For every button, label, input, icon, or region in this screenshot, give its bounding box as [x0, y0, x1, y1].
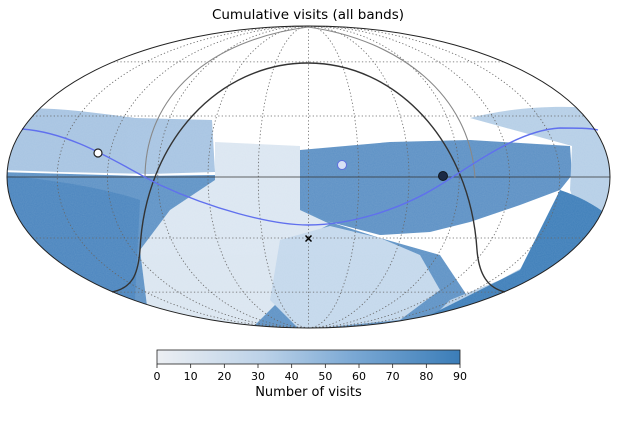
- chart-title: Cumulative visits (all bands): [212, 7, 404, 23]
- colorbar-gradient: [156, 349, 461, 365]
- colorbar: 0 10 20 30 40 50 60 70 80 90 Number of visits: [154, 349, 467, 400]
- meridian-line: [107, 26, 309, 328]
- colorbar-tick-label: 60: [352, 370, 366, 383]
- zenith-marker: [304, 234, 313, 243]
- colorbar-label: Number of visits: [255, 385, 362, 400]
- colorbar-tick-label: 30: [251, 370, 265, 383]
- colorbar-tick-label: 80: [419, 370, 433, 383]
- galactic-plane-curve: [111, 62, 506, 293]
- colorbar-tick-label: 90: [453, 370, 467, 383]
- open-circle-left-marker: [93, 148, 103, 158]
- colorbar-tick-label: 70: [386, 370, 400, 383]
- colorbar-tick-label: 40: [285, 370, 299, 383]
- colorbar-tick-label: 10: [184, 370, 198, 383]
- meridian-line: [308, 26, 510, 328]
- colorbar-tick-label: 0: [154, 370, 161, 383]
- moon-marker: [337, 160, 347, 170]
- sun-marker: [438, 171, 448, 181]
- heatmap-layer: [7, 26, 610, 328]
- colorbar-tick-label: 50: [318, 370, 332, 383]
- meridian-line: [157, 26, 309, 328]
- map-boundary: [6, 25, 611, 329]
- horizon-curve: [144, 26, 476, 179]
- colorbar-ticks: 0 10 20 30 40 50 60 70 80 90: [154, 364, 467, 383]
- colorbar-tick-label: 20: [217, 370, 231, 383]
- ecliptic-curve: [21, 127, 599, 226]
